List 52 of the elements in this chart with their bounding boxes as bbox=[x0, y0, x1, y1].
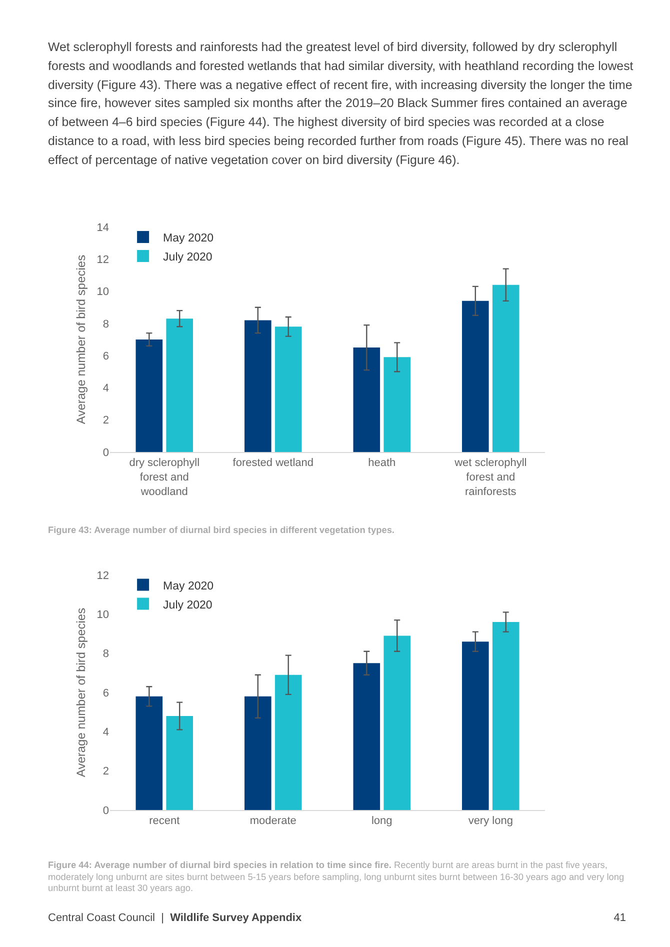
x-tick-label: long bbox=[371, 815, 392, 828]
text: Central Coast Council bbox=[48, 912, 155, 924]
y-tick-label: 12 bbox=[96, 254, 109, 266]
bar bbox=[136, 340, 163, 452]
bar bbox=[492, 622, 520, 810]
y-tick-label: 14 bbox=[96, 222, 109, 234]
x-tick-label: wet sclerophyll forest and rainforests bbox=[454, 457, 527, 498]
y-tick-label: 6 bbox=[102, 687, 109, 700]
bar bbox=[166, 716, 193, 810]
text: | bbox=[161, 912, 164, 924]
y-tick-label: 0 bbox=[102, 804, 109, 817]
y-tick-label: 4 bbox=[102, 726, 109, 739]
bar bbox=[462, 300, 489, 452]
text: Wet sclerophyll forests and rainforests had the greatest level of bird diversity, followed by dry sclerophyll forests and woodlands and forested wetlands that had similar diversity, with heathland recording the lowest diversity (Figure 43). There was a negative effect of recent fire, with increasing diversity the longer the time since fire, however sites sampled six months after the 2019–20 Black Summer fires contained an average of between 4–6 bird species (Figure 44). The highest diversity of bird species was recorded at a close distance to a road, with less bird species being recorded further from roads (Figure 45). There was no real effect of percentage of native vegetation cover on bird diversity (Figure 46). bbox=[48, 39, 634, 169]
x-tick-label: very long bbox=[468, 815, 513, 828]
bar bbox=[274, 326, 302, 452]
y-tick-label: 6 bbox=[102, 350, 109, 362]
text: Wildlife Survey Appendix bbox=[170, 912, 302, 924]
bar bbox=[353, 663, 380, 810]
legend-label: July 2020 bbox=[163, 599, 212, 612]
bar bbox=[384, 357, 410, 452]
legend-label: May 2020 bbox=[163, 580, 214, 592]
bar bbox=[166, 318, 193, 452]
y-tick-label: 10 bbox=[96, 286, 109, 298]
bar bbox=[353, 348, 380, 452]
bar bbox=[136, 696, 163, 810]
bar bbox=[244, 696, 272, 810]
bar bbox=[274, 674, 302, 810]
y-tick-label: 0 bbox=[102, 446, 109, 459]
x-tick-label: forested wetland bbox=[232, 457, 314, 470]
bar bbox=[462, 642, 489, 810]
legend-label: May 2020 bbox=[163, 232, 214, 244]
caption: Figure 44: Average number of diurnal bird species in relation to time since fire. bbox=[48, 860, 392, 870]
legend-label: July 2020 bbox=[163, 251, 212, 264]
text: 41 bbox=[614, 912, 626, 924]
y-tick-label: 10 bbox=[96, 609, 109, 622]
x-tick-label: heath bbox=[368, 457, 396, 470]
y-tick-label: 8 bbox=[102, 648, 109, 660]
caption: Figure 43: Average number of diurnal bird species in different vegetation types. bbox=[48, 525, 394, 535]
y-tick-label: 2 bbox=[102, 414, 109, 427]
bar bbox=[492, 284, 520, 452]
y-tick-label: 8 bbox=[102, 318, 109, 330]
y-axis-title: Average number of bird species bbox=[74, 608, 88, 778]
bar bbox=[244, 320, 272, 452]
y-tick-label: 2 bbox=[102, 766, 109, 778]
y-tick-label: 4 bbox=[102, 382, 109, 395]
x-tick-label: dry sclerophyll forest and woodland bbox=[129, 457, 200, 498]
x-tick-label: moderate bbox=[250, 815, 296, 828]
x-tick-label: recent bbox=[149, 815, 180, 828]
bar bbox=[384, 636, 410, 810]
y-axis-title: Average number of bird species bbox=[74, 254, 88, 424]
y-tick-label: 12 bbox=[96, 570, 109, 582]
